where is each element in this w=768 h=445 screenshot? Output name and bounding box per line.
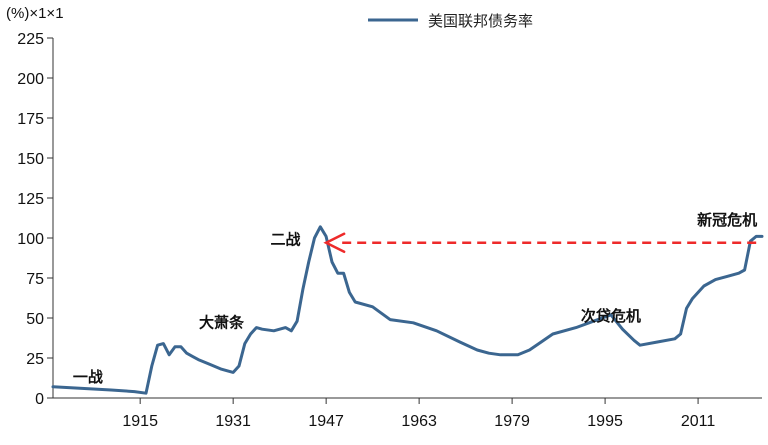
y-tick-label: 0 — [35, 391, 44, 408]
y-axis-ticks: 0 25 50 75 100 125 150 175 200 225 — [17, 31, 53, 408]
x-tick-label: 1931 — [215, 413, 251, 430]
legend-label: 美国联邦债务率 — [428, 12, 533, 30]
series-line-debt-ratio — [51, 225, 764, 395]
reference-arrow-layer — [323, 232, 757, 254]
annotation-label: 大萧条 — [199, 314, 245, 332]
x-tick-label: 1915 — [122, 413, 158, 430]
annotation-label: 一战 — [73, 368, 103, 386]
x-axis-ticks: 1915 1931 1947 1963 1979 1995 2011 — [122, 398, 715, 430]
annotation-label: 新冠危机 — [697, 211, 757, 229]
x-tick-label: 2011 — [681, 413, 716, 430]
legend: 美国联邦债务率 — [368, 12, 533, 30]
y-tick-label: 100 — [17, 231, 44, 248]
y-axis-unit-label: (%)×1×1 — [6, 5, 64, 22]
y-tick-label: 75 — [26, 271, 44, 288]
axes — [52, 38, 762, 399]
y-tick-label: 50 — [26, 311, 44, 328]
y-tick-label: 200 — [17, 71, 44, 88]
y-tick-label: 150 — [17, 151, 44, 168]
y-tick-label: 225 — [17, 31, 44, 48]
series-layer — [51, 225, 764, 395]
reference-arrow-head — [323, 232, 346, 254]
y-tick-label: 175 — [17, 111, 44, 128]
x-tick-label: 1995 — [587, 413, 623, 430]
x-tick-label: 1963 — [401, 413, 437, 430]
x-tick-label: 1947 — [308, 413, 344, 430]
annotation-label: 次贷危机 — [581, 307, 641, 325]
x-tick-label: 1979 — [494, 413, 530, 430]
y-tick-label: 125 — [17, 191, 44, 208]
annotation-label: 二战 — [270, 230, 300, 248]
y-tick-label: 25 — [26, 351, 44, 368]
